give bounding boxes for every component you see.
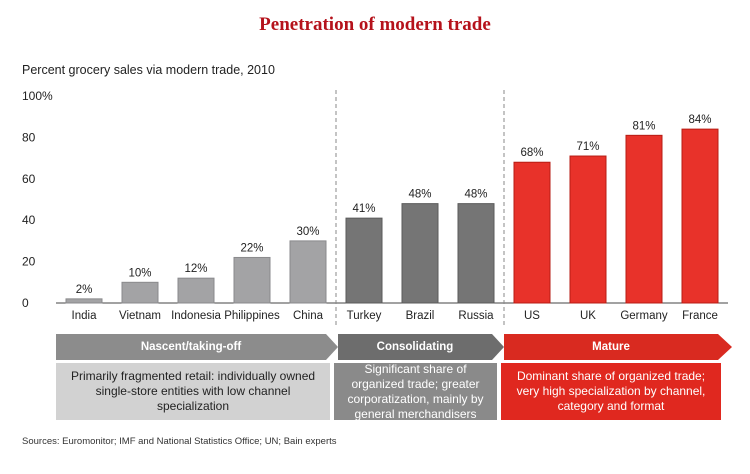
- bar-brazil: [401, 203, 439, 304]
- bar-india: [65, 298, 103, 304]
- value-label: 2%: [76, 284, 93, 296]
- value-label: 81%: [632, 120, 655, 132]
- stage-mature-arrow: [718, 334, 732, 360]
- stage-mature-label: Mature: [504, 334, 718, 360]
- stage-consolidating-description: Significant share of organized trade; gr…: [334, 362, 497, 421]
- x-tick-label: Turkey: [347, 310, 382, 322]
- sources-note: Sources: Euromonitor; IMF and National S…: [22, 436, 337, 447]
- x-tick-label: Vietnam: [119, 310, 161, 322]
- y-axis: 0 20 40 60 80 100%: [22, 89, 728, 310]
- x-axis-labels: India Vietnam Indonesia Philippines China Tur…: [72, 310, 718, 322]
- y-tick-label: 80: [22, 130, 36, 144]
- value-label: 84%: [688, 114, 711, 126]
- x-tick-label: India: [72, 310, 98, 322]
- value-label: 12%: [184, 263, 207, 275]
- x-tick-label: China: [293, 310, 324, 322]
- bar-germany: [625, 134, 663, 304]
- stage-consolidating-arrow: [492, 334, 504, 360]
- value-label: 68%: [520, 147, 543, 159]
- bar-indonesia: [177, 277, 215, 304]
- x-tick-label: Indonesia: [171, 310, 221, 322]
- bar-chart: 0 20 40 60 80 100% 2% 10% 12% 22% 30% 41% 48% 48% 68%…: [22, 89, 728, 325]
- value-label: 30%: [296, 226, 319, 238]
- value-label: 48%: [464, 189, 487, 201]
- stage-consolidating-label: Consolidating: [338, 334, 492, 360]
- bar-us: [513, 161, 551, 304]
- y-tick-label: 100%: [22, 89, 53, 103]
- bars: [65, 128, 719, 304]
- x-tick-label: Philippines: [224, 310, 280, 322]
- bar-france: [681, 128, 719, 304]
- value-label: 71%: [576, 141, 599, 153]
- value-label: 10%: [128, 267, 151, 279]
- value-labels: 2% 10% 12% 22% 30% 41% 48% 48% 68% 71% 81% 84%: [76, 114, 712, 296]
- value-label: 48%: [408, 189, 431, 201]
- y-tick-label: 20: [22, 255, 36, 269]
- x-tick-label: UK: [580, 310, 596, 322]
- stage-nascent-description: Primarily fragmented retail: individuall…: [56, 363, 330, 420]
- y-tick-label: 40: [22, 213, 36, 227]
- stage-nascent-arrow: [326, 334, 338, 360]
- chart-title: Penetration of modern trade: [259, 14, 491, 35]
- x-tick-label: Russia: [458, 310, 494, 322]
- bar-philippines: [233, 256, 271, 304]
- value-label: 22%: [240, 242, 263, 254]
- x-tick-label: Brazil: [406, 310, 435, 322]
- chart-subtitle: Percent grocery sales via modern trade, …: [22, 63, 275, 77]
- bar-turkey: [345, 217, 383, 304]
- bar-uk: [569, 155, 607, 304]
- value-label: 41%: [352, 203, 375, 215]
- bar-vietnam: [121, 281, 159, 304]
- bar-china: [289, 240, 327, 304]
- bar-russia: [457, 203, 495, 304]
- x-tick-label: US: [524, 310, 540, 322]
- stage-nascent-label: Nascent/taking-off: [56, 334, 326, 360]
- y-tick-label: 0: [22, 296, 29, 310]
- x-tick-label: France: [682, 310, 718, 322]
- x-tick-label: Germany: [620, 310, 668, 322]
- stage-mature-description: Dominant share of organized trade; very …: [501, 363, 721, 420]
- y-tick-label: 60: [22, 172, 36, 186]
